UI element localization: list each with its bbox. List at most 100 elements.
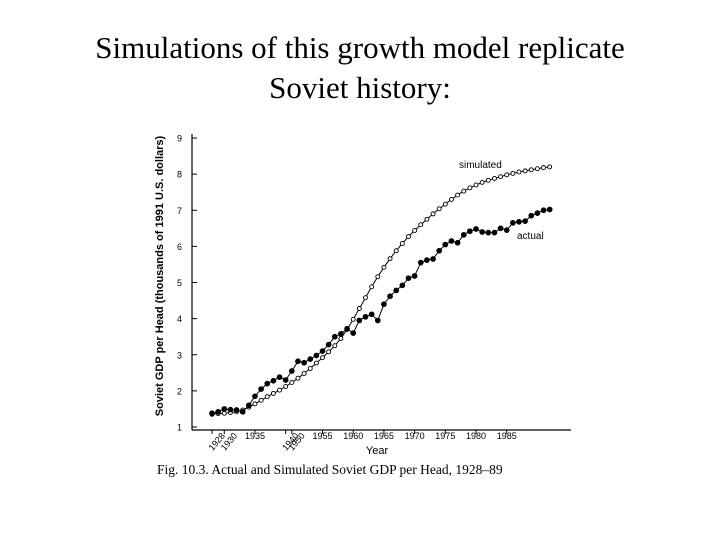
actual-point: [221, 406, 228, 412]
simulated-point: [412, 228, 418, 233]
actual-point: [239, 408, 246, 415]
x-tick-label: 1970: [405, 431, 425, 441]
actual-point: [485, 229, 492, 236]
x-axis-label: Year: [366, 445, 389, 457]
simulated-point: [461, 188, 467, 194]
simulated-point: [547, 164, 553, 170]
actual-point: [442, 241, 449, 248]
simulated-point: [301, 371, 307, 376]
actual-point: [276, 374, 283, 380]
actual-point: [356, 317, 363, 324]
actual-line: [211, 209, 550, 414]
actual-point: [215, 408, 221, 415]
simulated-point: [399, 241, 405, 246]
actual-point: [282, 377, 289, 383]
actual-point: [430, 256, 436, 262]
actual-point: [522, 218, 528, 224]
actual-point: [516, 218, 522, 225]
actual-point: [491, 229, 498, 236]
actual-point: [252, 393, 258, 400]
actual-point: [374, 317, 381, 324]
simulated-point: [528, 167, 534, 173]
y-tick-label: 6: [177, 242, 182, 252]
simulated-point: [406, 234, 411, 240]
x-tick-label: 1955: [313, 431, 333, 441]
actual-point: [503, 227, 510, 233]
simulated-point: [289, 380, 295, 386]
actual-point: [399, 282, 406, 289]
actual-point: [467, 228, 473, 235]
actual-point: [362, 313, 369, 320]
actual-point: [270, 377, 277, 384]
x-tick-label: 1935: [245, 431, 265, 441]
simulated-point: [516, 169, 522, 175]
actual-point: [301, 359, 307, 366]
y-tick-label: 4: [177, 314, 182, 324]
actual-point: [534, 210, 541, 216]
y-tick-label: 9: [177, 134, 182, 144]
simulated-line: [211, 166, 550, 415]
simulated-point: [264, 394, 270, 400]
y-tick-label: 3: [177, 350, 182, 360]
actual-point: [245, 402, 252, 409]
actual-point: [307, 356, 314, 362]
actual-point: [338, 330, 344, 337]
actual-annotation: actual: [517, 231, 544, 242]
y-tick-label: 5: [177, 278, 182, 288]
figure-caption: Fig. 10.3. Actual and Simulated Soviet G…: [157, 462, 503, 477]
actual-point: [209, 410, 215, 417]
simulated-point: [375, 274, 381, 280]
actual-point: [510, 220, 516, 226]
simulated-point: [283, 384, 289, 389]
actual-point: [460, 231, 467, 238]
y-tick-label: 8: [177, 170, 182, 180]
actual-point: [497, 225, 504, 232]
actual-point: [540, 207, 547, 214]
actual-point: [344, 325, 350, 332]
actual-point: [325, 341, 332, 348]
simulated-point: [313, 360, 319, 366]
actual-point: [405, 275, 412, 282]
actual-point: [528, 212, 535, 219]
x-tick-label: 1975: [435, 431, 455, 441]
y-tick-label: 2: [177, 386, 182, 396]
simulated-point: [541, 165, 547, 171]
chart-marks: simulated actual: [209, 160, 553, 417]
simulated-point: [221, 410, 227, 416]
actual-point: [319, 348, 326, 354]
simulated-point: [418, 222, 424, 228]
simulated-annotation: simulated: [459, 160, 502, 171]
actual-point: [479, 229, 486, 235]
simulated-point: [258, 397, 264, 403]
simulated-point: [455, 192, 461, 198]
actual-point: [381, 301, 387, 308]
slide-title: Simulations of this growth model replica…: [0, 28, 720, 108]
simulated-point: [381, 264, 387, 270]
simulated-point: [393, 248, 399, 254]
actual-point: [448, 238, 455, 244]
actual-point: [227, 406, 234, 413]
actual-point: [411, 273, 418, 279]
actual-point: [331, 333, 338, 340]
actual-point: [368, 311, 375, 318]
simulated-point: [424, 216, 430, 222]
simulated-point: [479, 179, 485, 185]
simulated-point: [295, 375, 301, 381]
simulated-point: [320, 355, 325, 361]
simulated-point: [387, 256, 393, 262]
actual-point: [288, 368, 295, 374]
y-tick-label: 1: [177, 423, 182, 433]
simulated-point: [534, 166, 540, 172]
simulated-point: [449, 196, 454, 202]
simulated-point: [270, 390, 276, 396]
simulated-point: [491, 176, 497, 181]
simulated-point: [326, 349, 332, 355]
simulated-point: [356, 306, 362, 311]
simulated-point: [332, 343, 338, 349]
actual-point: [295, 358, 301, 365]
simulated-point: [307, 366, 313, 371]
simulated-point: [485, 177, 491, 183]
simulated-point: [277, 387, 282, 393]
